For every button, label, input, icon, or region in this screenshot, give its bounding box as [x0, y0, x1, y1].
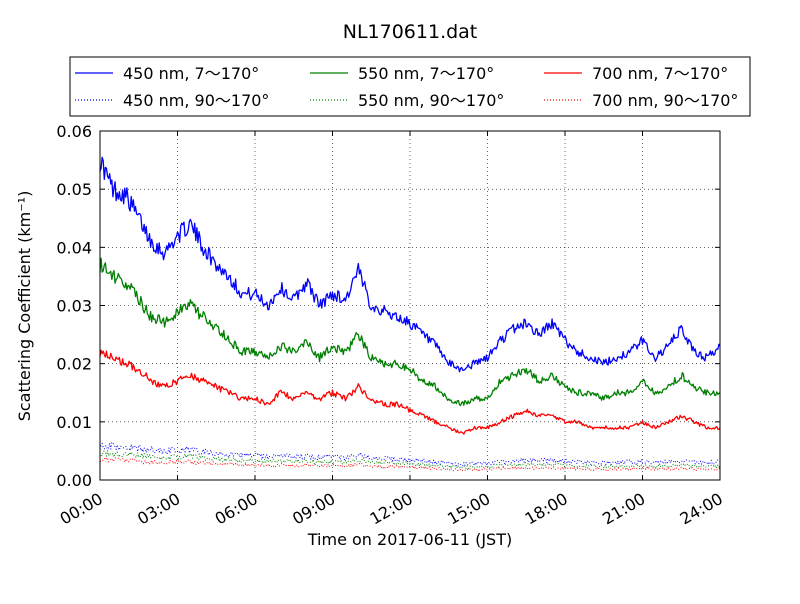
legend-label: 450 nm, 7～170°: [123, 64, 259, 83]
legend-label: 550 nm, 7～170°: [358, 64, 494, 83]
y-axis-label: Scattering Coefficient (km⁻¹): [15, 191, 34, 422]
legend-label: 700 nm, 90～170°: [592, 91, 738, 110]
legend-box: [69, 56, 751, 117]
y-tick-label: 0.04: [56, 238, 92, 257]
y-tick-label: 0.01: [56, 413, 92, 432]
series-line: [99, 441, 721, 467]
y-tick-label: 0.03: [56, 297, 92, 316]
chart-title: NL170611.dat: [343, 21, 478, 43]
grid-layer: [100, 131, 720, 480]
y-tick-label: 0.00: [56, 471, 92, 490]
y-tick-label: 0.02: [56, 355, 92, 374]
legend-label: 700 nm, 7～170°: [592, 64, 728, 83]
tick-layer: [99, 130, 721, 481]
series-line: [99, 156, 721, 373]
y-tick-label: 0.05: [56, 180, 92, 199]
series-line: [99, 349, 721, 435]
legend-label: 550 nm, 90～170°: [358, 91, 504, 110]
series-line: [99, 257, 721, 407]
series-line: [99, 450, 721, 470]
x-axis-label: Time on 2017-06-11 (JST): [307, 530, 512, 549]
series-layer: [99, 156, 721, 472]
y-tick-label: 0.06: [56, 122, 92, 141]
legend-items: 450 nm, 7～170° 550 nm, 7～170° 700 nm, 7～17…: [75, 64, 738, 110]
y-tick-labels: 0.00 0.01 0.02 0.03 0.04 0.05 0.06: [56, 122, 92, 490]
legend-label: 450 nm, 90～170°: [123, 91, 269, 110]
series-line: [99, 456, 721, 472]
legend: 450 nm, 7～170° 550 nm, 7～170° 700 nm, 7～17…: [69, 56, 751, 117]
